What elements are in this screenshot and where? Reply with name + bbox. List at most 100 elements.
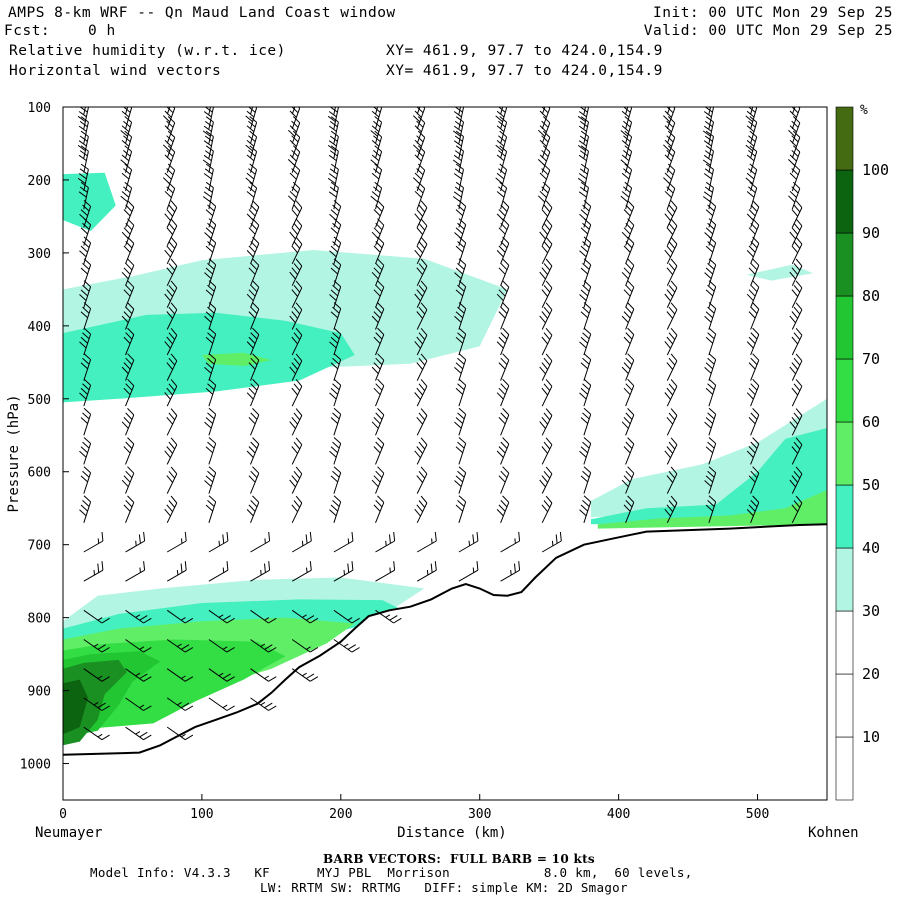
wind-barb <box>203 107 214 130</box>
barb-flag <box>143 647 152 653</box>
barb-flag <box>580 311 589 319</box>
barb-flag <box>670 236 678 245</box>
barb-flag <box>539 139 547 147</box>
barb-flag <box>664 450 671 459</box>
barb-flag <box>416 446 423 454</box>
barb-flag <box>80 336 88 344</box>
wind-barb <box>458 107 461 115</box>
barb-flag <box>166 416 173 425</box>
wind-barb <box>202 145 214 173</box>
barb-flag <box>289 271 296 280</box>
barb-flag <box>82 470 90 478</box>
barb-flag <box>624 163 632 171</box>
barb-shaft <box>250 569 270 582</box>
barb-flag <box>306 567 308 573</box>
barb-flag <box>791 149 799 157</box>
barb-flag <box>205 130 214 137</box>
barb-flag <box>539 154 547 162</box>
barb-flag <box>295 408 303 416</box>
barb-shaft <box>791 170 801 192</box>
barb-shaft <box>458 121 464 144</box>
wind-barb <box>745 163 758 192</box>
barb-flag <box>135 672 141 677</box>
wind-barb <box>373 280 385 308</box>
wind-barb <box>748 466 760 494</box>
barb-flag <box>578 111 587 118</box>
barb-shaft <box>625 502 635 523</box>
barb-flag <box>205 145 214 152</box>
wind-barb <box>539 408 553 436</box>
barb-flag <box>306 646 311 650</box>
barb-flag <box>539 190 547 198</box>
barb-flag <box>664 139 672 147</box>
wind-barb <box>248 466 260 494</box>
barb-flag <box>268 561 271 571</box>
barb-flag <box>502 437 510 445</box>
barb-flag <box>543 357 551 366</box>
barb-flag <box>625 204 633 212</box>
barb-flag <box>621 366 629 374</box>
barb-flag <box>127 495 135 503</box>
barb-flag <box>468 540 471 546</box>
barb-flag <box>789 366 796 375</box>
wind-barb <box>123 378 135 407</box>
wind-barb <box>370 145 383 173</box>
barb-flag <box>375 87 382 93</box>
wind-barb <box>541 280 553 308</box>
barb-flag <box>79 450 87 458</box>
barb-flag <box>704 480 712 487</box>
y-axis-label: Pressure (hPa) <box>6 394 22 512</box>
barb-flag <box>332 241 340 248</box>
barb-flag <box>80 209 88 216</box>
barb-flag <box>541 245 548 254</box>
barb-flag <box>543 441 551 450</box>
barb-flag <box>123 227 131 235</box>
chart-title: AMPS 8-km WRF -- Qn Maud Land Coast wind… <box>8 5 396 21</box>
barb-flag <box>580 227 589 235</box>
barb-flag <box>792 116 801 124</box>
barb-flag <box>101 531 104 542</box>
wind-barb <box>537 181 551 210</box>
barb-flag <box>268 676 277 682</box>
y-tick-label: 500 <box>28 393 51 408</box>
wind-barb <box>705 495 717 523</box>
barb-flag <box>748 475 756 483</box>
barb-shaft <box>750 107 754 115</box>
wind-barb <box>702 116 714 144</box>
barb-flag <box>226 676 235 682</box>
barb-flag <box>627 378 635 387</box>
barb-flag <box>583 258 592 266</box>
barb-flag <box>580 336 589 344</box>
barb-flag <box>204 135 213 142</box>
barb-flag <box>748 504 756 512</box>
barb-flag <box>184 676 194 682</box>
barb-flag <box>170 437 178 446</box>
barb-flag <box>580 92 587 97</box>
barb-shaft <box>500 107 504 115</box>
barb-flag <box>264 617 270 621</box>
barb-shaft <box>125 385 135 407</box>
barb-flag <box>125 441 133 449</box>
barb-shaft <box>416 415 428 436</box>
barb-flag <box>204 120 213 128</box>
barb-flag <box>333 466 342 474</box>
wind-barb <box>621 466 635 494</box>
wind-barb <box>289 408 303 436</box>
wind-barb <box>414 236 428 265</box>
barb-flag <box>707 284 715 292</box>
barb-flag <box>222 567 225 573</box>
barb-flag <box>577 115 586 123</box>
barb-shaft <box>83 150 89 173</box>
barb-flag <box>375 284 383 293</box>
barb-flag <box>541 107 549 114</box>
barb-flag <box>583 466 592 474</box>
barb-flag <box>454 272 462 279</box>
wind-barb <box>748 353 760 381</box>
barb-shaft <box>500 122 508 144</box>
barb-flag <box>455 289 464 297</box>
barb-flag <box>625 87 632 93</box>
barb-flag <box>204 480 212 487</box>
wind-barb <box>666 408 678 436</box>
barb-flag <box>748 135 756 142</box>
barb-flag <box>542 163 551 171</box>
